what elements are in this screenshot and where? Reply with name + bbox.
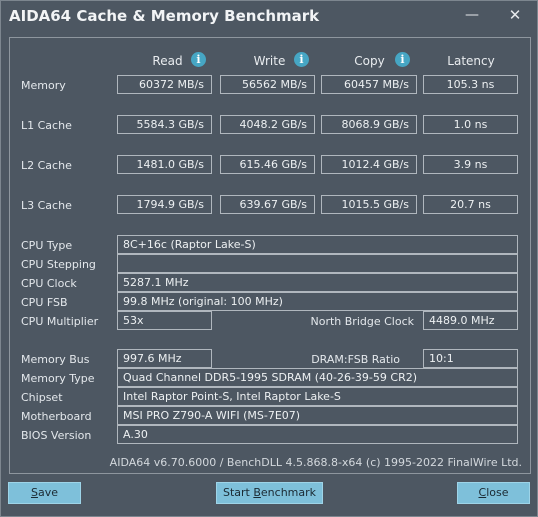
save-button[interactable]: Save: [8, 482, 81, 504]
row-label-l2: L2 Cache: [21, 159, 72, 172]
l2-latency-value: 3.9 ns: [423, 155, 518, 174]
close-label: lose: [486, 486, 509, 499]
cpu-type-value: 8C+16c (Raptor Lake-S): [117, 235, 518, 254]
memory-copy-value: 60457 MB/s: [321, 75, 417, 94]
header-read: Read: [152, 54, 183, 68]
window-title: AIDA64 Cache & Memory Benchmark: [9, 7, 320, 25]
write-info-icon[interactable]: i: [294, 52, 309, 67]
l3-write-value: 639.67 GB/s: [220, 195, 315, 214]
cpu-multiplier-label: CPU Multiplier: [21, 315, 99, 328]
l2-read-value: 1481.0 GB/s: [117, 155, 212, 174]
header-copy: Copy: [354, 54, 385, 68]
row-label-l3: L3 Cache: [21, 199, 72, 212]
memory-read-value: 60372 MB/s: [117, 75, 212, 94]
cpu-clock-label: CPU Clock: [21, 277, 77, 290]
read-info-icon[interactable]: i: [191, 52, 206, 67]
row-label-l1: L1 Cache: [21, 119, 72, 132]
memory-bus-value: 997.6 MHz: [117, 349, 212, 368]
l3-read-value: 1794.9 GB/s: [117, 195, 212, 214]
close-accel: C: [478, 486, 487, 499]
title-bar: AIDA64 Cache & Memory Benchmark — ✕: [1, 1, 537, 31]
cpu-multiplier-value: 53x: [117, 311, 212, 330]
l1-copy-value: 8068.9 GB/s: [321, 115, 417, 134]
north-bridge-clock-value: 4489.0 MHz: [423, 311, 518, 330]
minimize-icon[interactable]: —: [465, 7, 479, 23]
row-label-memory: Memory: [21, 79, 66, 92]
results-panel: Read i Write i Copy i Latency Memory 603…: [9, 37, 531, 474]
bios-version-value: A.30: [117, 425, 518, 444]
north-bridge-clock-label: North Bridge Clock: [310, 315, 414, 328]
l1-latency-value: 1.0 ns: [423, 115, 518, 134]
cpu-fsb-label: CPU FSB: [21, 296, 68, 309]
cpu-fsb-value: 99.8 MHz (original: 100 MHz): [117, 292, 518, 311]
start-label-pre: Start: [222, 486, 254, 499]
l3-copy-value: 1015.5 GB/s: [321, 195, 417, 214]
dram-fsb-ratio-value: 10:1: [423, 349, 518, 368]
motherboard-value: MSI PRO Z790-A WIFI (MS-7E07): [117, 406, 518, 425]
cpu-stepping-label: CPU Stepping: [21, 258, 96, 271]
memory-latency-value: 105.3 ns: [423, 75, 518, 94]
chipset-label: Chipset: [21, 391, 63, 404]
cpu-type-label: CPU Type: [21, 239, 73, 252]
close-icon[interactable]: ✕: [508, 6, 522, 24]
bios-version-label: BIOS Version: [21, 429, 92, 442]
start-label-post: enchmark: [260, 486, 317, 499]
l3-latency-value: 20.7 ns: [423, 195, 518, 214]
motherboard-label: Motherboard: [21, 410, 92, 423]
l1-write-value: 4048.2 GB/s: [220, 115, 315, 134]
memory-type-value: Quad Channel DDR5-1995 SDRAM (40-26-39-5…: [117, 368, 518, 387]
memory-type-label: Memory Type: [21, 372, 95, 385]
l1-read-value: 5584.3 GB/s: [117, 115, 212, 134]
l2-write-value: 615.46 GB/s: [220, 155, 315, 174]
save-label: ave: [37, 486, 58, 499]
memory-bus-label: Memory Bus: [21, 353, 90, 366]
dram-fsb-ratio-label: DRAM:FSB Ratio: [311, 353, 400, 366]
cpu-stepping-value: [117, 254, 518, 273]
copy-info-icon[interactable]: i: [395, 52, 410, 67]
save-accel: S: [30, 486, 38, 499]
version-footer: AIDA64 v6.70.6000 / BenchDLL 4.5.868.8-x…: [109, 456, 522, 469]
memory-write-value: 56562 MB/s: [220, 75, 315, 94]
l2-copy-value: 1012.4 GB/s: [321, 155, 417, 174]
start-benchmark-button[interactable]: Start Benchmark: [216, 482, 323, 504]
cpu-clock-value: 5287.1 MHz: [117, 273, 518, 292]
start-accel: B: [253, 486, 261, 499]
chipset-value: Intel Raptor Point-S, Intel Raptor Lake-…: [117, 387, 518, 406]
header-latency: Latency: [447, 54, 495, 68]
header-write: Write: [253, 54, 286, 68]
close-button[interactable]: Close: [457, 482, 530, 504]
